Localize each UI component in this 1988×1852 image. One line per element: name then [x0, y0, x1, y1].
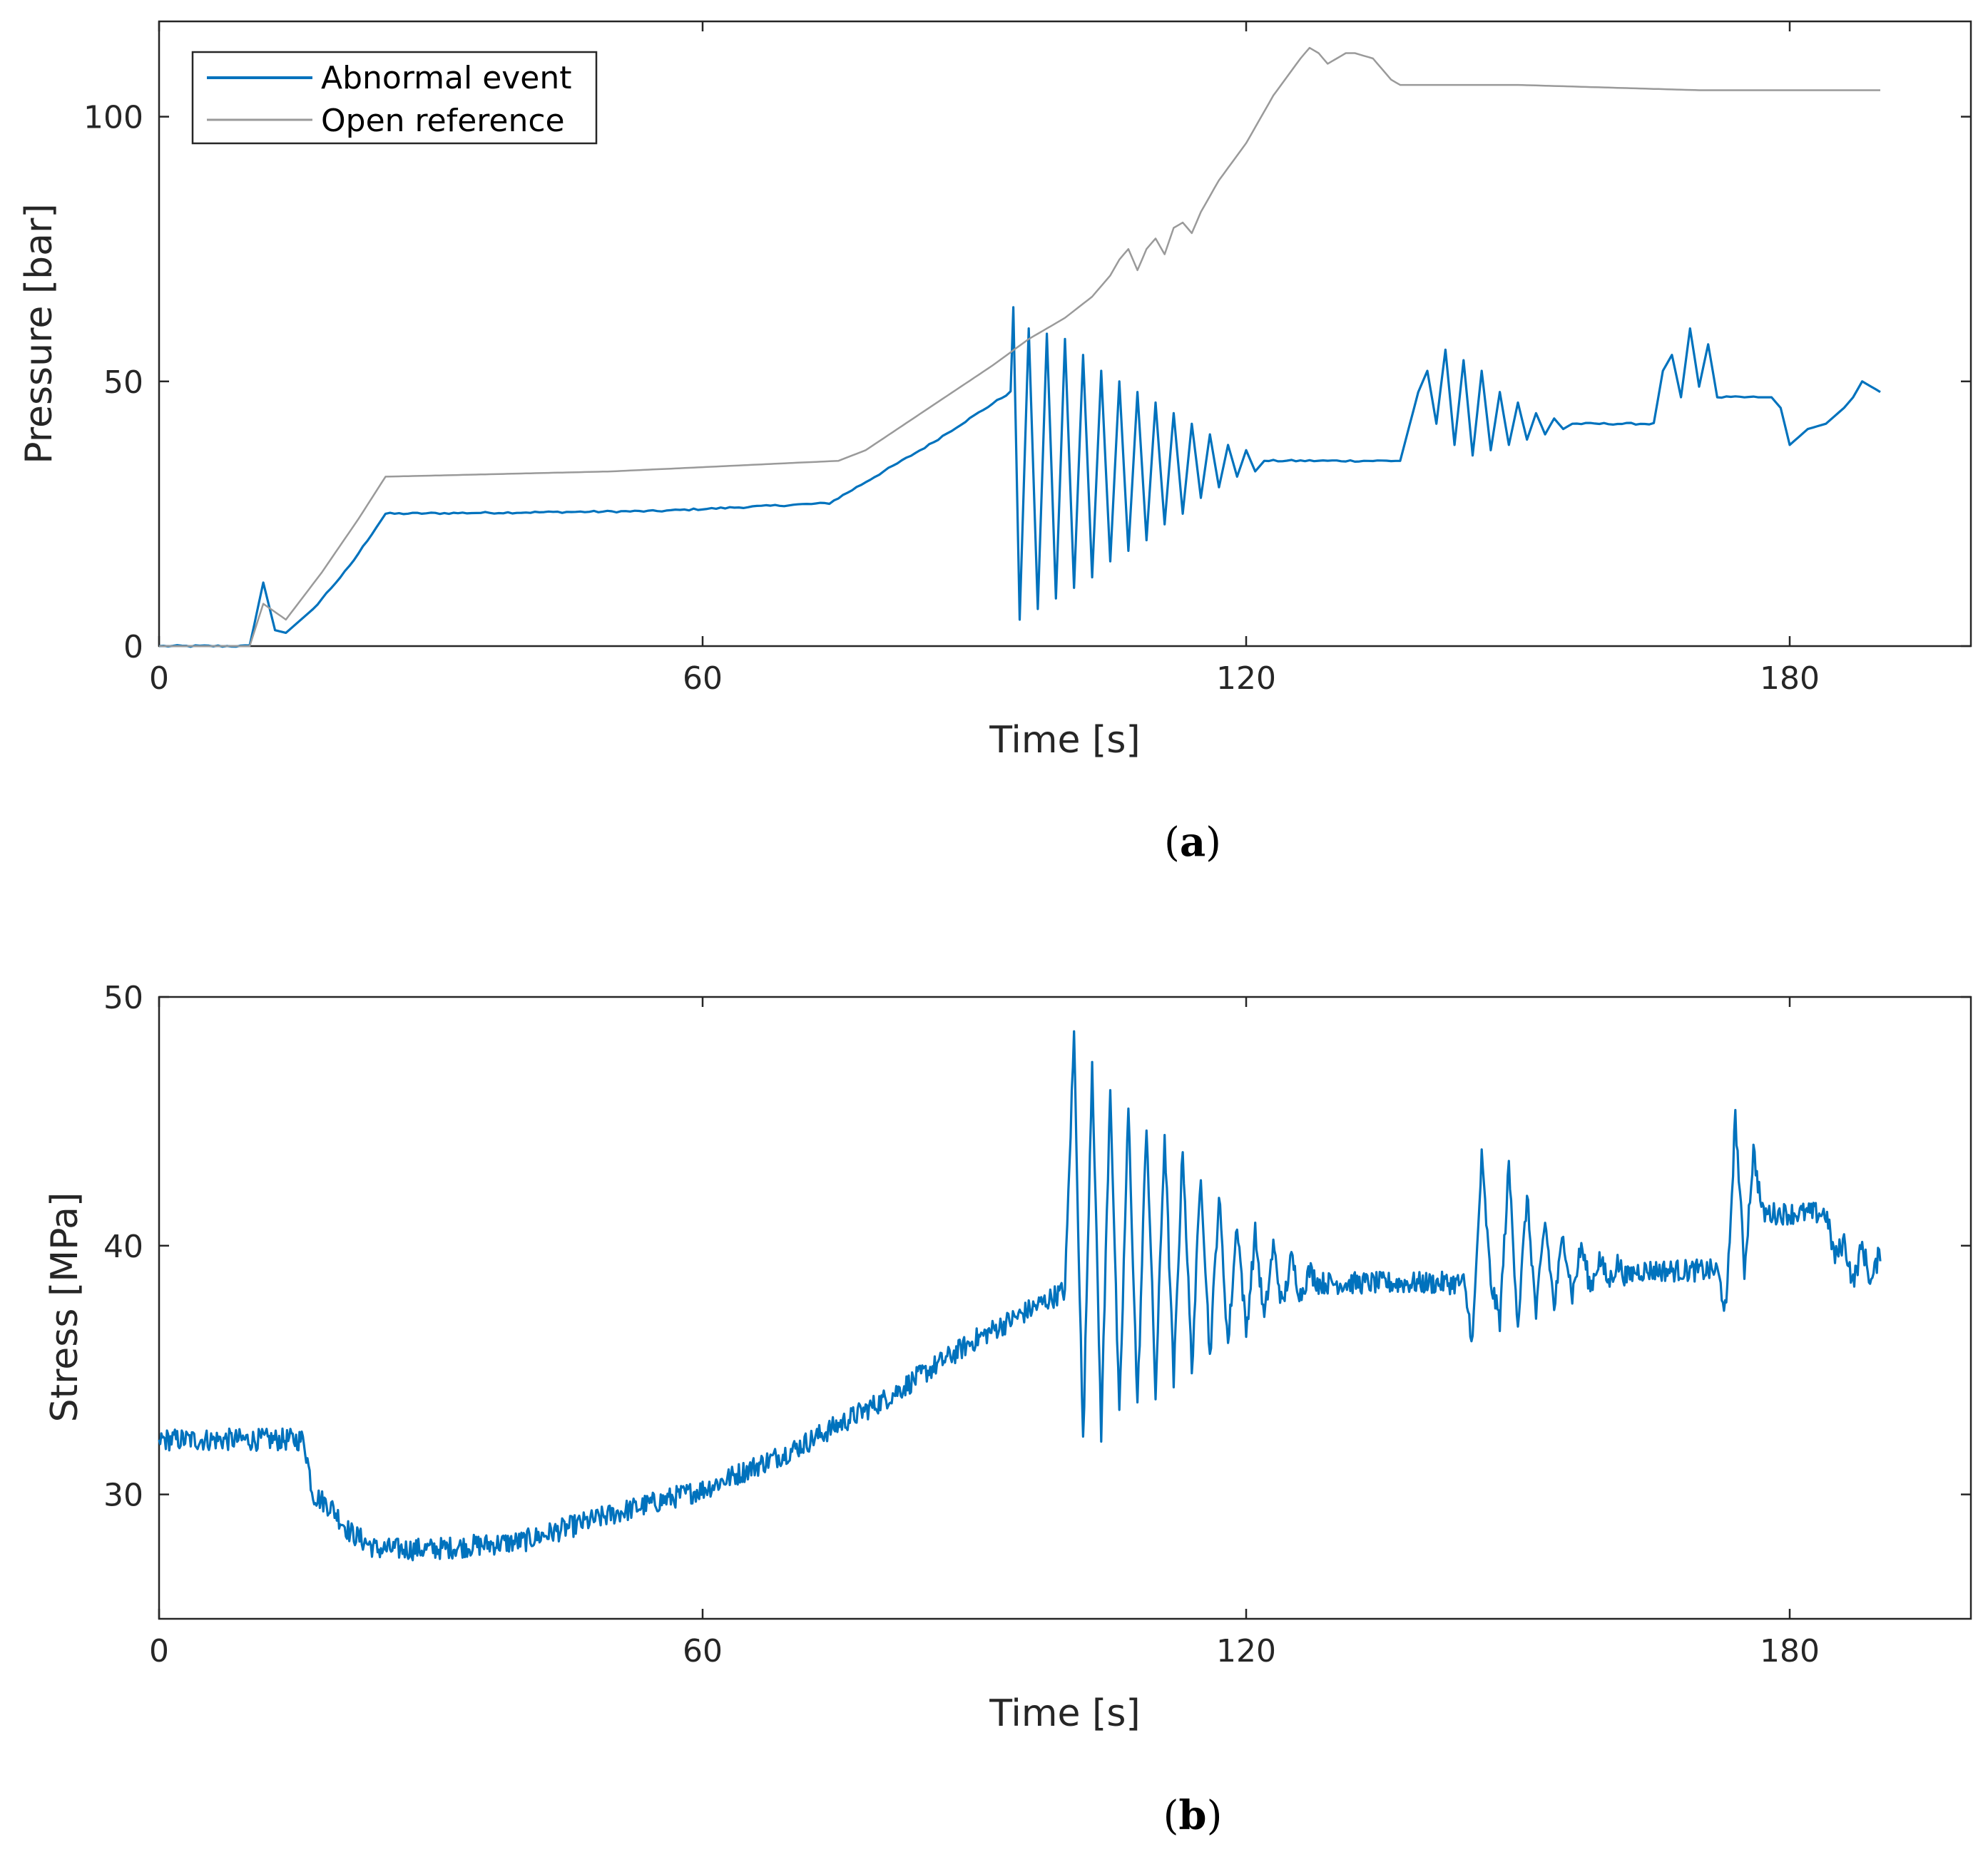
xtick-label-b-2: 120	[1216, 1633, 1276, 1669]
chart-a-frame	[158, 20, 1972, 648]
caption-a: (a)	[1164, 819, 1221, 866]
series-line-a-abnormal-event	[158, 306, 1881, 648]
ytick-label-b-1: 40	[103, 1229, 143, 1265]
xtick-label-b-3: 180	[1760, 1633, 1820, 1669]
xtick-label-b-1: 60	[683, 1633, 723, 1669]
ytick-label-a-0: 0	[123, 629, 143, 665]
caption-a-letter: a	[1180, 819, 1205, 866]
chart-b-ticks: 0 60 120 180 30 40 50	[103, 980, 1971, 1669]
ytick-label-b-0: 30	[103, 1478, 143, 1514]
ytick-label-a-1: 50	[103, 364, 143, 401]
legend-box	[191, 51, 598, 145]
ytick-label-a-2: 100	[83, 100, 143, 136]
chart-b-xlabel: Time [s]	[989, 1692, 1140, 1735]
xtick-label-a-2: 120	[1216, 660, 1276, 697]
chart-a-ticks: 0 60 120 180 0 50 100	[83, 21, 1971, 697]
series-line-a-open-reference	[159, 46, 1880, 648]
legend-label-reference: Open reference	[321, 103, 565, 139]
series-line-b-stress	[158, 1030, 1882, 1562]
chart-a-series	[158, 46, 1881, 648]
xtick-label-a-1: 60	[683, 660, 723, 697]
legend-label-abnormal: Abnormal event	[321, 60, 572, 96]
chart-a-xlabel: Time [s]	[989, 719, 1140, 762]
caption-b-letter: b	[1178, 1792, 1206, 1839]
ytick-label-b-2: 50	[103, 980, 143, 1016]
xtick-label-b-0: 0	[149, 1633, 169, 1669]
chart-b-stress: 0 60 120 180 30 40 50 Time [s] Stress [MPa] (b…	[44, 980, 1972, 1839]
chart-a-legend: Abnormal event Open reference	[191, 51, 598, 145]
chart-b-frame	[158, 996, 1972, 1620]
chart-a-ylabel: Pressure [bar]	[18, 203, 61, 464]
xtick-label-a-3: 180	[1760, 660, 1820, 697]
xtick-label-a-0: 0	[149, 660, 169, 697]
chart-b-series	[158, 1030, 1882, 1562]
caption-b: (b)	[1163, 1792, 1223, 1839]
chart-b-ylabel: Stress [MPa]	[44, 1192, 86, 1423]
